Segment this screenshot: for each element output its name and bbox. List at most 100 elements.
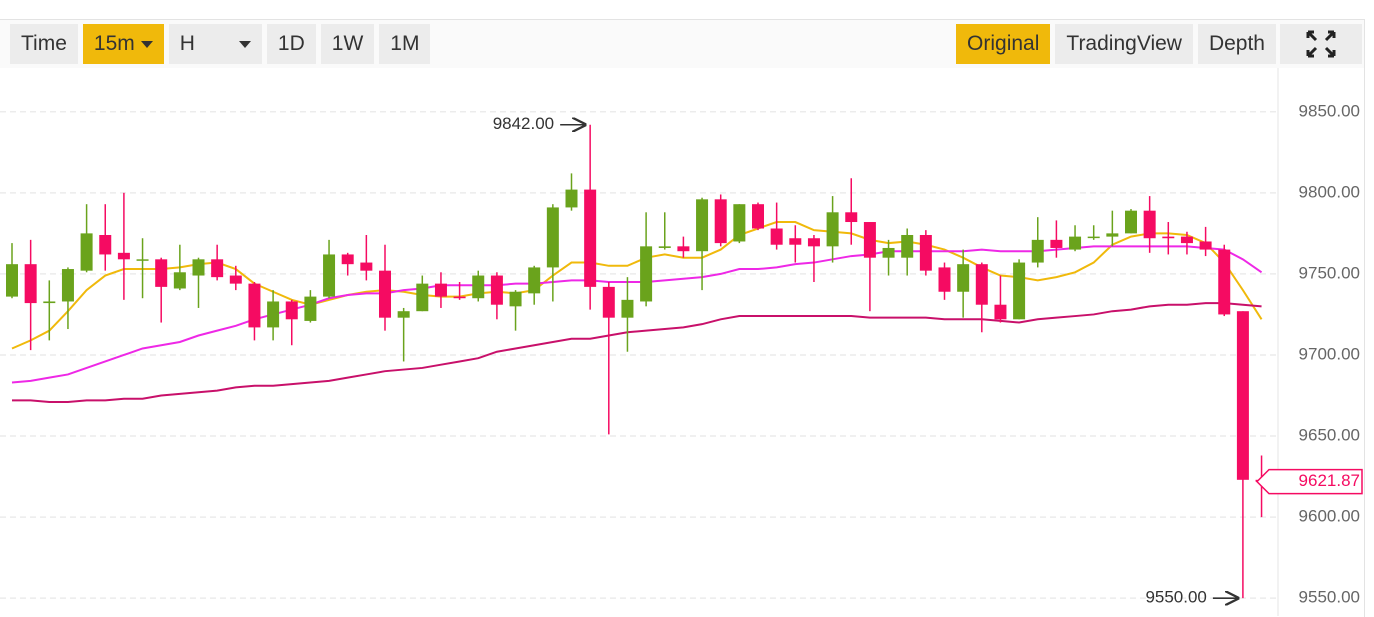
candle-body (136, 259, 149, 261)
candle-body (509, 291, 522, 307)
candle-body (1031, 239, 1044, 263)
toolbar-button[interactable]: TradingView (1055, 24, 1193, 64)
last-price-label: 9621.87 (1299, 471, 1360, 490)
button-label: Original (967, 32, 1040, 55)
dropdown-caret (238, 40, 251, 48)
candle-body (490, 275, 503, 305)
y-tick-label: 9600.00 (1299, 507, 1360, 526)
button-label: TradingView (1066, 32, 1182, 55)
candle-body (323, 254, 336, 297)
candle-body (285, 301, 298, 320)
toolbar-button[interactable]: H (168, 24, 262, 64)
candle-body (901, 234, 914, 258)
candle-body (1236, 311, 1249, 480)
candle-body (658, 246, 671, 248)
candle-body (434, 283, 447, 297)
candle-body (789, 238, 802, 245)
candle-body (472, 275, 485, 299)
candle-body (957, 264, 970, 292)
last-price-box (1255, 468, 1363, 495)
candle-body (938, 267, 951, 292)
candle-body (1013, 262, 1026, 320)
candle-body (1218, 249, 1231, 315)
annotation-label: 9550.00 (1145, 588, 1206, 607)
candle-body (99, 234, 112, 255)
candle-body (192, 259, 205, 276)
button-label: 1W (331, 32, 364, 55)
candle-body (43, 301, 56, 304)
candle-body (528, 267, 541, 294)
candle-body (1162, 236, 1175, 239)
view-group: Original TradingView Depth (956, 24, 1276, 64)
candle-body (341, 254, 354, 265)
moving-average-line (11, 245, 1263, 384)
y-tick-label: 9850.00 (1299, 101, 1360, 120)
button-label: 15m (93, 32, 135, 55)
button-label: Depth (1208, 32, 1265, 55)
fullscreen-button[interactable] (1280, 24, 1362, 64)
toolbar-button[interactable]: 15m (82, 24, 164, 64)
candle-body (61, 269, 74, 302)
candle-body (24, 264, 37, 304)
candle-body (1087, 236, 1100, 239)
candle-body (770, 228, 783, 245)
candle-body (826, 212, 839, 247)
candle-body (117, 252, 130, 260)
candle-body (994, 304, 1007, 320)
y-tick-label: 9650.00 (1299, 426, 1360, 445)
toolbar-button[interactable]: 1D (266, 24, 316, 64)
candle-body (621, 299, 634, 318)
candle-body (882, 247, 895, 258)
toolbar-button[interactable]: 1M (379, 24, 431, 64)
chart: 9550.00 9600.00 9650.00 9700.00 9750.00 9800.… (0, 68, 1363, 616)
toolbar-button[interactable]: Original (956, 24, 1051, 64)
annotation-label: 9842.00 (493, 114, 554, 133)
toolbar-button[interactable]: Time (10, 24, 78, 64)
toolbar-button[interactable]: 1W (320, 24, 375, 64)
moving-average-line (12, 302, 1262, 403)
candle-body (677, 246, 690, 252)
candle-body (453, 296, 466, 299)
candle-body (1180, 236, 1193, 244)
candle-body (155, 259, 168, 287)
frame (0, 19, 1365, 617)
candle-body (752, 204, 764, 229)
dropdown-caret (140, 40, 153, 48)
candle-body (1050, 239, 1063, 248)
candle-body (733, 204, 746, 242)
y-tick-label: 9750.00 (1299, 263, 1360, 282)
candle-body (975, 264, 988, 305)
candle-body (397, 311, 410, 318)
candle-body (248, 283, 261, 328)
fullscreen-icon (1306, 30, 1336, 58)
candle-body (919, 234, 932, 271)
candle-body (211, 259, 224, 278)
candle-body (173, 272, 186, 289)
interval-group: Time 15m H 1D 1W 1M (10, 24, 431, 64)
candle-body (1106, 233, 1119, 237)
candle-body (6, 264, 18, 297)
candle-body (267, 301, 280, 328)
candle-body (863, 222, 876, 258)
candle-body (584, 189, 597, 287)
button-label: 1M (390, 32, 420, 55)
candle-body (714, 199, 727, 244)
candle-body (807, 238, 820, 247)
candle-body (845, 212, 858, 223)
candle-body (640, 246, 653, 302)
candle-body (1069, 236, 1082, 250)
candle-body (416, 283, 429, 312)
candle-body (1199, 241, 1212, 250)
candle-body (80, 233, 93, 271)
candle-body (696, 199, 709, 252)
button-label: Time (21, 32, 67, 55)
candle-body (379, 270, 391, 318)
candle-body (565, 189, 578, 208)
candle-body (546, 207, 559, 268)
button-label: H (179, 32, 195, 55)
toolbar-button[interactable]: Depth (1197, 24, 1276, 64)
button-label: 1D (277, 32, 305, 55)
y-tick-label: 9550.00 (1299, 588, 1360, 607)
candle-body (360, 262, 373, 271)
